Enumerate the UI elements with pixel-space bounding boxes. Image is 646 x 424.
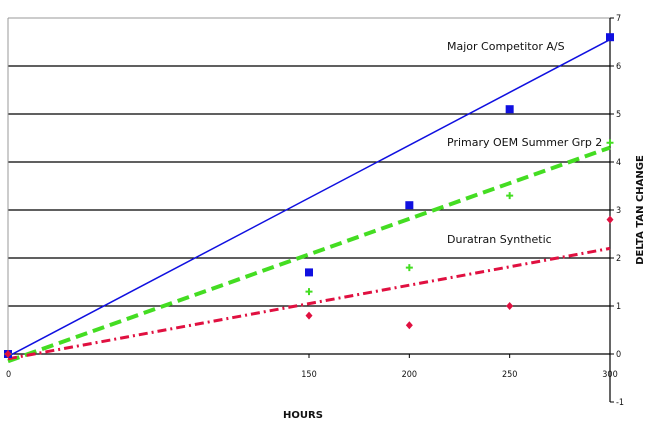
x-tick-label-0: 0 [6, 370, 11, 380]
point-series-2-1 [305, 311, 313, 320]
point-series-0-2 [405, 201, 414, 210]
trendlines [7, 38, 611, 364]
y-tick-label-7: 7 [616, 14, 621, 24]
point-series-2-0 [4, 350, 12, 358]
point-series-1-3 [506, 192, 514, 200]
series-label-0: Major Competitor A/S [447, 40, 565, 53]
series-labels: Major Competitor A/S Primary OEM Summer G… [447, 40, 602, 246]
y-tick-label-2: 2 [616, 254, 621, 264]
y-tick-labels: -1 0 1 2 3 4 5 6 7 [616, 14, 624, 408]
y-tick-label-1: 1 [616, 302, 621, 312]
point-series-1-1 [305, 288, 313, 296]
point-series-1-2 [405, 264, 413, 272]
x-tick-label-150: 150 [301, 370, 316, 380]
x-tick-label-300: 300 [602, 370, 617, 380]
x-tick-label-200: 200 [402, 370, 417, 380]
x-axis-title: HOURS [283, 410, 323, 421]
trendline-series-0 [7, 38, 611, 358]
y-tick-label--1: -1 [616, 398, 624, 408]
point-series-2-4 [606, 215, 614, 224]
y-tick-label-6: 6 [616, 62, 621, 72]
series-label-1: Primary OEM Summer Grp 2 [447, 136, 602, 149]
trendline-series-2 [7, 246, 611, 361]
y-tick-label-5: 5 [616, 110, 621, 120]
y-tick-label-4: 4 [616, 158, 621, 168]
trendline-series-1 [7, 145, 611, 364]
data-points [4, 33, 614, 358]
point-series-0-1 [305, 268, 313, 277]
axes [7, 17, 614, 403]
point-series-2-2 [405, 321, 413, 330]
x-tick-labels: 0 150 200 250 300 [6, 370, 618, 380]
point-series-1-4 [606, 139, 614, 147]
y-axis-title: DELTA TAN CHANGE [635, 155, 646, 265]
point-series-2-3 [506, 302, 514, 310]
y-tick-label-3: 3 [616, 206, 621, 216]
y-tick-label-0: 0 [616, 350, 621, 360]
point-series-0-3 [505, 105, 514, 114]
series-label-2: Duratran Synthetic [447, 233, 552, 246]
point-series-0-4 [606, 33, 614, 42]
x-tick-label-250: 250 [502, 370, 517, 380]
